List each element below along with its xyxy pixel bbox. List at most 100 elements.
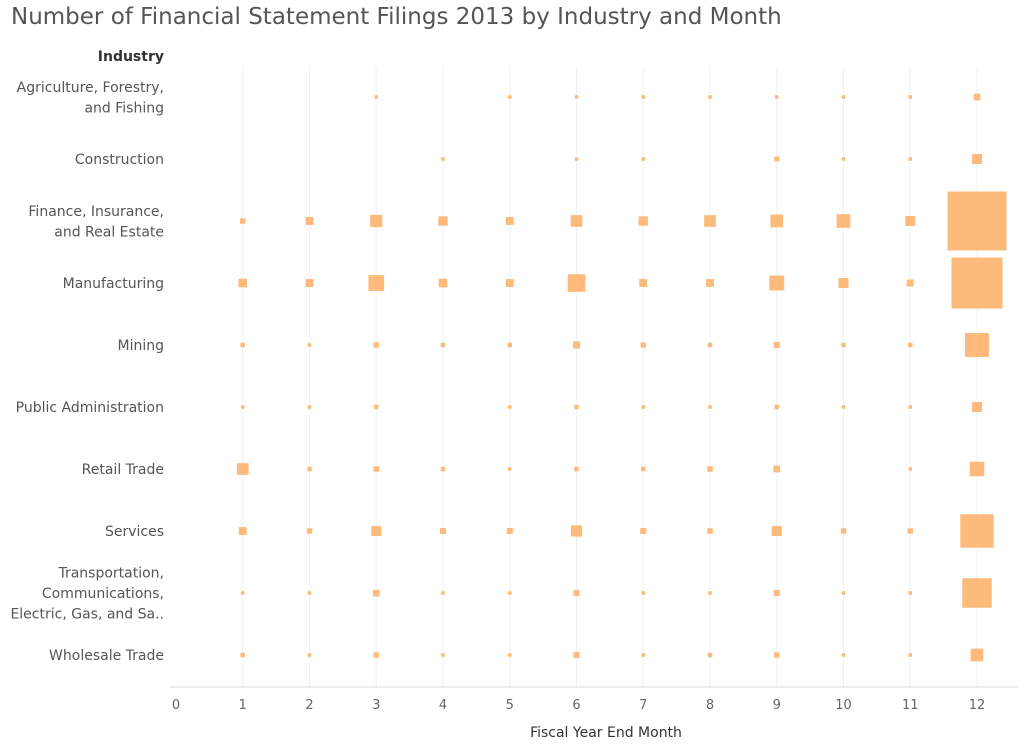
data-mark [707, 466, 713, 472]
x-tick-label: 2 [305, 698, 313, 713]
row-label-line: Manufacturing [63, 276, 164, 292]
row-label-line: and Fishing [84, 100, 164, 116]
data-mark [507, 591, 512, 595]
data-mark [372, 589, 380, 597]
x-tick-label: 7 [639, 698, 647, 713]
data-mark [770, 214, 784, 228]
data-mark [305, 279, 314, 287]
data-mark [374, 404, 379, 410]
data-mark [238, 278, 248, 288]
data-mark [373, 652, 379, 658]
data-mark [572, 341, 581, 349]
row-label-line: and Real Estate [54, 224, 164, 240]
data-mark [908, 467, 913, 471]
data-mark [441, 653, 445, 657]
data-mark [773, 341, 780, 349]
data-mark [708, 405, 712, 409]
data-mark [507, 342, 512, 348]
x-tick-label: 11 [902, 698, 919, 713]
data-mark [638, 216, 648, 226]
data-mark [947, 191, 1007, 251]
data-mark [908, 653, 913, 657]
data-mark [240, 218, 246, 224]
data-mark [908, 342, 913, 348]
row-label: Public Administration [16, 400, 164, 416]
row-label-line: Mining [118, 338, 165, 354]
data-mark [769, 275, 785, 291]
data-mark [640, 342, 646, 348]
data-mark [641, 95, 646, 99]
row-label: Construction [75, 152, 164, 168]
data-mark [573, 589, 580, 597]
data-mark [908, 157, 913, 161]
data-mark [507, 467, 512, 471]
data-mark [708, 591, 712, 595]
x-tick-label: 8 [706, 698, 714, 713]
data-mark [774, 95, 779, 99]
data-marks [236, 93, 1007, 662]
row-label: Mining [118, 338, 165, 354]
data-mark [507, 405, 512, 409]
data-mark [506, 527, 513, 535]
data-mark [972, 402, 982, 412]
data-mark [773, 465, 781, 473]
data-mark [951, 257, 1003, 309]
data-mark [841, 591, 846, 595]
chart-title: Number of Financial Statement Filings 20… [11, 4, 782, 30]
data-mark [906, 279, 914, 287]
data-mark [307, 343, 312, 347]
row-labels: Agriculture, Forestry, and Fishing Constru… [10, 80, 164, 664]
data-mark [374, 95, 379, 99]
data-mark [774, 404, 779, 410]
data-mark [240, 652, 245, 658]
data-mark [236, 463, 249, 475]
data-mark [708, 95, 712, 99]
row-header-label: Industry [98, 49, 164, 65]
data-mark [960, 514, 994, 548]
data-mark [570, 215, 583, 227]
data-mark [706, 279, 714, 287]
data-mark [574, 404, 579, 410]
row-label-line: Services [105, 524, 164, 540]
data-mark [441, 591, 445, 595]
data-mark [439, 527, 447, 535]
data-mark [905, 216, 916, 226]
x-axis-title: Fiscal Year End Month [530, 725, 682, 741]
data-mark [640, 527, 647, 535]
row-label: Wholesale Trade [49, 648, 164, 664]
row-label: Services [105, 524, 164, 540]
data-mark [307, 653, 312, 657]
data-mark [836, 214, 851, 228]
data-mark [441, 157, 445, 161]
data-mark [238, 527, 247, 535]
row-label-line: Communications, [42, 586, 164, 602]
row-label: Finance, Insurance, and Real Estate [28, 204, 164, 241]
data-mark [573, 651, 580, 659]
data-mark [840, 528, 847, 534]
row-label-line: Retail Trade [82, 462, 164, 478]
data-mark [507, 653, 512, 657]
row-label-line: Construction [75, 152, 164, 168]
data-mark [707, 652, 713, 658]
x-tick-label: 0 [172, 698, 180, 713]
data-mark [440, 342, 446, 348]
data-mark [970, 648, 984, 662]
data-mark [373, 342, 379, 348]
data-mark [641, 591, 646, 595]
data-mark [505, 279, 514, 287]
x-tick-label: 3 [372, 698, 380, 713]
data-mark [574, 466, 579, 472]
data-mark [639, 279, 648, 287]
data-mark [370, 214, 383, 228]
data-mark [240, 405, 245, 409]
data-mark [507, 95, 512, 99]
data-mark [969, 461, 985, 477]
data-mark [774, 156, 780, 162]
data-mark [774, 652, 780, 658]
data-mark [841, 653, 846, 657]
x-tick-label: 10 [835, 698, 852, 713]
row-label-line: Public Administration [16, 400, 164, 416]
data-mark [570, 525, 583, 537]
data-mark [240, 591, 245, 595]
